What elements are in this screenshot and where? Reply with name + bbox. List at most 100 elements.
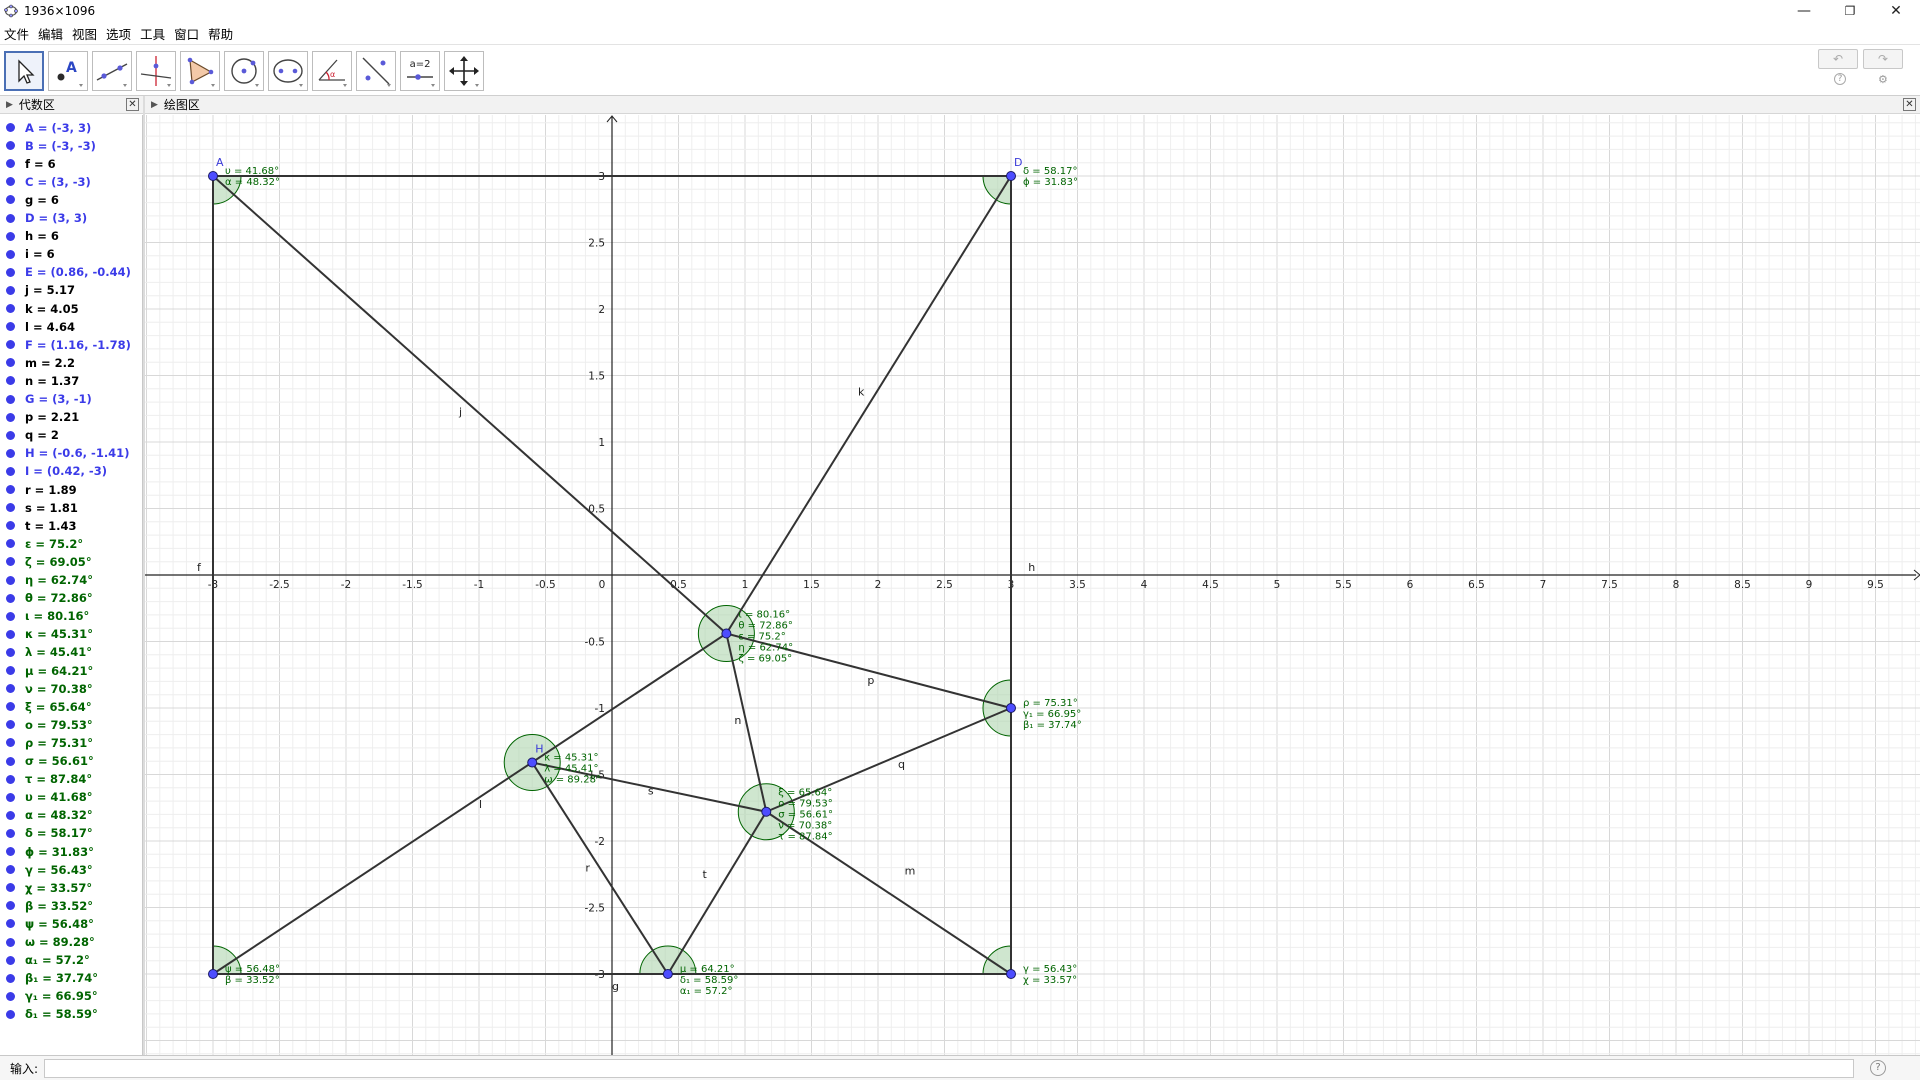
input-help-icon[interactable]: ? <box>1870 1060 1886 1076</box>
algebra-item[interactable]: m = 2.2 <box>0 354 142 371</box>
visibility-toggle-icon[interactable] <box>6 720 15 730</box>
visibility-toggle-icon[interactable] <box>6 304 15 313</box>
menu-view[interactable]: 视图 <box>72 26 98 42</box>
algebra-item[interactable]: η = 62.74° <box>0 572 142 589</box>
algebra-item[interactable]: α₁ = 57.2° <box>0 952 142 969</box>
collapse-caret-icon[interactable]: ▶ <box>6 99 13 110</box>
menu-tools[interactable]: 工具 <box>140 26 166 42</box>
visibility-toggle-icon[interactable] <box>6 611 15 621</box>
move-tool-button[interactable] <box>4 51 44 91</box>
visibility-toggle-icon[interactable] <box>6 213 15 223</box>
visibility-toggle-icon[interactable] <box>6 973 15 983</box>
visibility-toggle-icon[interactable] <box>6 1009 15 1019</box>
visibility-toggle-icon[interactable] <box>6 937 15 947</box>
algebra-panel-close-icon[interactable]: ✕ <box>126 98 139 111</box>
algebra-item[interactable]: θ = 72.86° <box>0 590 142 607</box>
visibility-toggle-icon[interactable] <box>6 738 15 748</box>
algebra-item[interactable]: B = (-3, -3) <box>0 137 142 154</box>
algebra-item[interactable]: q = 2 <box>0 427 142 444</box>
algebra-item[interactable]: ι = 80.16° <box>0 608 142 625</box>
restore-button[interactable]: ❐ <box>1844 4 1856 18</box>
visibility-toggle-icon[interactable] <box>6 195 15 205</box>
algebra-item[interactable]: ν = 70.38° <box>0 680 142 697</box>
visibility-toggle-icon[interactable] <box>6 141 15 151</box>
algebra-item[interactable]: f = 6 <box>0 155 142 172</box>
angle-tool-button[interactable]: α <box>312 51 352 91</box>
algebra-item[interactable]: j = 5.17 <box>0 282 142 299</box>
visibility-toggle-icon[interactable] <box>6 358 15 368</box>
visibility-toggle-icon[interactable] <box>6 792 15 802</box>
algebra-item[interactable]: β₁ = 37.74° <box>0 970 142 987</box>
visibility-toggle-icon[interactable] <box>6 285 15 295</box>
slider-tool-button[interactable]: a=2 <box>400 51 440 91</box>
visibility-toggle-icon[interactable] <box>6 684 15 694</box>
algebra-item[interactable]: ε = 75.2° <box>0 535 142 552</box>
visibility-toggle-icon[interactable] <box>6 485 15 494</box>
visibility-toggle-icon[interactable] <box>6 503 15 513</box>
visibility-toggle-icon[interactable] <box>6 883 15 893</box>
visibility-toggle-icon[interactable] <box>6 629 15 639</box>
point-tool-button[interactable]: A <box>48 51 88 91</box>
graphics-view[interactable]: -3-2.5-2-1.5-1-0.500.511.522.533.544.555… <box>145 115 1920 1055</box>
visibility-toggle-icon[interactable] <box>6 177 15 187</box>
visibility-toggle-icon[interactable] <box>6 159 15 169</box>
menu-options[interactable]: 选项 <box>106 26 132 42</box>
visibility-toggle-icon[interactable] <box>6 430 15 440</box>
visibility-toggle-icon[interactable] <box>6 394 15 404</box>
algebra-item[interactable]: i = 6 <box>0 246 142 263</box>
visibility-toggle-icon[interactable] <box>6 322 15 332</box>
visibility-toggle-icon[interactable] <box>6 557 15 567</box>
algebra-item[interactable]: C = (3, -3) <box>0 173 142 190</box>
gear-icon[interactable]: ⚙ <box>1878 73 1888 86</box>
input-field[interactable] <box>44 1058 1855 1078</box>
algebra-item[interactable]: k = 4.05 <box>0 300 142 317</box>
algebra-item[interactable]: F = (1.16, -1.78) <box>0 336 142 353</box>
algebra-item[interactable]: κ = 45.31° <box>0 626 142 643</box>
perpendicular-tool-button[interactable] <box>136 51 176 91</box>
close-button[interactable]: ✕ <box>1890 3 1902 19</box>
algebra-item[interactable]: H = (-0.6, -1.41) <box>0 445 142 462</box>
visibility-toggle-icon[interactable] <box>6 991 15 1001</box>
reflect-tool-button[interactable] <box>356 51 396 91</box>
algebra-item[interactable]: λ = 45.41° <box>0 644 142 661</box>
algebra-item[interactable]: δ₁ = 58.59° <box>0 1006 142 1023</box>
help-icon[interactable]: ? <box>1834 73 1846 85</box>
algebra-item[interactable]: σ = 56.61° <box>0 753 142 770</box>
visibility-toggle-icon[interactable] <box>6 539 15 549</box>
visibility-toggle-icon[interactable] <box>6 756 15 766</box>
algebra-item[interactable]: δ = 58.17° <box>0 825 142 842</box>
algebra-item[interactable]: r = 1.89 <box>0 481 142 498</box>
minimize-button[interactable]: — <box>1797 3 1811 19</box>
algebra-item[interactable]: g = 6 <box>0 191 142 208</box>
visibility-toggle-icon[interactable] <box>6 828 15 838</box>
menu-help[interactable]: 帮助 <box>208 26 234 42</box>
polygon-tool-button[interactable] <box>180 51 220 91</box>
algebra-item[interactable]: A = (-3, 3) <box>0 119 142 136</box>
algebra-item[interactable]: ω = 89.28° <box>0 934 142 951</box>
undo-button[interactable]: ↶ <box>1818 49 1858 69</box>
algebra-item[interactable]: I = (0.42, -3) <box>0 463 142 480</box>
collapse-caret-icon[interactable]: ▶ <box>151 99 158 110</box>
algebra-item[interactable]: υ = 41.68° <box>0 789 142 806</box>
algebra-item[interactable]: E = (0.86, -0.44) <box>0 264 142 281</box>
algebra-item[interactable]: ο = 79.53° <box>0 716 142 733</box>
graphics-panel-close-icon[interactable]: ✕ <box>1903 98 1916 111</box>
visibility-toggle-icon[interactable] <box>6 865 15 875</box>
algebra-item[interactable]: τ = 87.84° <box>0 771 142 788</box>
visibility-toggle-icon[interactable] <box>6 593 15 603</box>
redo-button[interactable]: ↷ <box>1863 49 1903 69</box>
visibility-toggle-icon[interactable] <box>6 901 15 911</box>
menu-edit[interactable]: 编辑 <box>38 26 64 42</box>
circle-tool-button[interactable] <box>224 51 264 91</box>
visibility-toggle-icon[interactable] <box>6 774 15 784</box>
algebra-item[interactable]: n = 1.37 <box>0 372 142 389</box>
panel-splitter[interactable] <box>143 96 145 1056</box>
visibility-toggle-icon[interactable] <box>6 249 15 259</box>
menu-window[interactable]: 窗口 <box>174 26 200 42</box>
algebra-item[interactable]: D = (3, 3) <box>0 210 142 227</box>
visibility-toggle-icon[interactable] <box>6 412 15 422</box>
algebra-item[interactable]: G = (3, -1) <box>0 391 142 408</box>
visibility-toggle-icon[interactable] <box>6 666 15 675</box>
menu-file[interactable]: 文件 <box>4 26 30 42</box>
visibility-toggle-icon[interactable] <box>6 466 15 476</box>
